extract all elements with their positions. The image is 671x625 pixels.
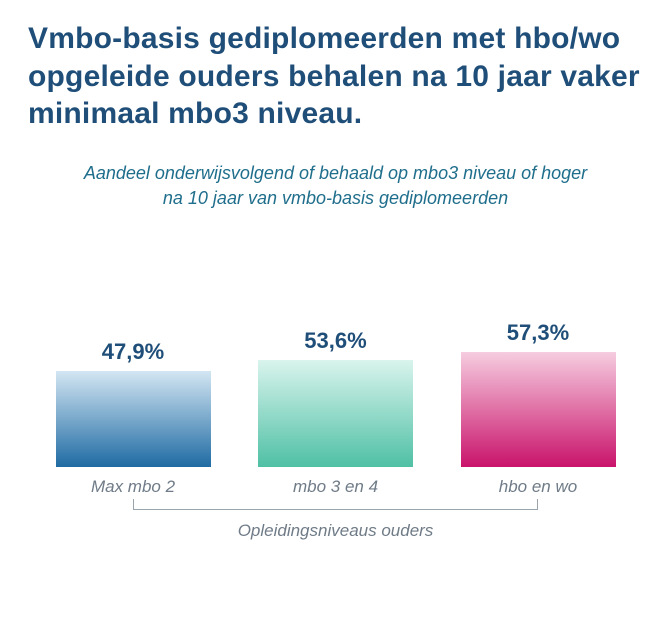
bar-value-label: 57,3%: [507, 320, 569, 346]
axis-bracket: [133, 499, 538, 511]
category-row: Max mbo 2 mbo 3 en 4 hbo en wo: [56, 477, 616, 497]
infographic-root: Vmbo-basis gediplomeerden met hbo/wo opg…: [0, 0, 671, 565]
bar-cell-2: 57,3%: [461, 320, 616, 467]
bar-cell-0: 47,9%: [56, 339, 211, 467]
bar-chart: 47,9% 53,6% 57,3% Max mbo 2 mbo 3 en 4 h…: [56, 267, 616, 541]
page-title: Vmbo-basis gediplomeerden met hbo/wo opg…: [28, 20, 643, 133]
category-label: Max mbo 2: [56, 477, 211, 497]
axis-label: Opleidingsniveaus ouders: [56, 521, 616, 541]
bars-row: 47,9% 53,6% 57,3%: [56, 267, 616, 467]
category-label: mbo 3 en 4: [258, 477, 413, 497]
bar-rect: [56, 371, 211, 467]
bar-value-label: 53,6%: [304, 328, 366, 354]
bar-rect: [258, 360, 413, 467]
chart-subtitle: Aandeel onderwijsvolgend of behaald op m…: [76, 161, 596, 211]
bar-rect: [461, 352, 616, 467]
bar-cell-1: 53,6%: [258, 328, 413, 467]
category-label: hbo en wo: [461, 477, 616, 497]
bar-value-label: 47,9%: [102, 339, 164, 365]
